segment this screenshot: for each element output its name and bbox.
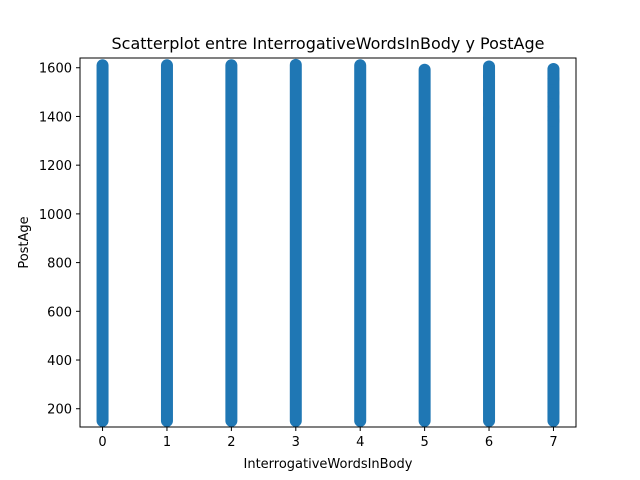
x-tick-label: 7 — [549, 435, 557, 450]
chart-title: Scatterplot entre InterrogativeWordsInBo… — [112, 34, 545, 53]
y-axis-label: PostAge — [17, 216, 32, 268]
x-tick-label: 5 — [420, 435, 428, 450]
scatter-point — [547, 86, 560, 99]
y-tick-label: 400 — [47, 354, 72, 369]
y-tick-label: 600 — [47, 305, 72, 320]
y-tick-label: 200 — [47, 403, 72, 418]
scatter-point — [547, 114, 560, 127]
scatter-points-layer — [96, 58, 560, 427]
y-axis: 200 400 600 800 1000 1200 1400 1600 — [39, 62, 80, 418]
y-tick-label: 1400 — [39, 110, 72, 125]
x-tick-label: 0 — [98, 435, 106, 450]
x-tick-label: 3 — [292, 435, 300, 450]
scatter-point — [483, 112, 496, 125]
y-tick-label: 800 — [47, 257, 72, 272]
scatter-point — [547, 72, 560, 85]
x-tick-label: 1 — [163, 435, 171, 450]
x-tick-label: 2 — [227, 435, 235, 450]
point-column-x6 — [483, 60, 496, 427]
scatter-point — [547, 100, 560, 113]
y-tick-label: 1000 — [39, 208, 72, 223]
y-tick-label: 1600 — [39, 62, 72, 77]
scatter-point — [483, 84, 496, 97]
scatter-point — [483, 98, 496, 111]
x-tick-label: 4 — [356, 435, 364, 450]
x-tick-label: 6 — [485, 435, 493, 450]
y-tick-label: 1200 — [39, 159, 72, 174]
scatter-point — [483, 70, 496, 83]
x-axis: 0 1 2 3 4 5 6 7 — [98, 427, 558, 450]
plot-frame — [79, 57, 577, 428]
x-axis-label: InterrogativeWordsInBody — [244, 457, 413, 472]
point-column-x7 — [547, 62, 560, 427]
